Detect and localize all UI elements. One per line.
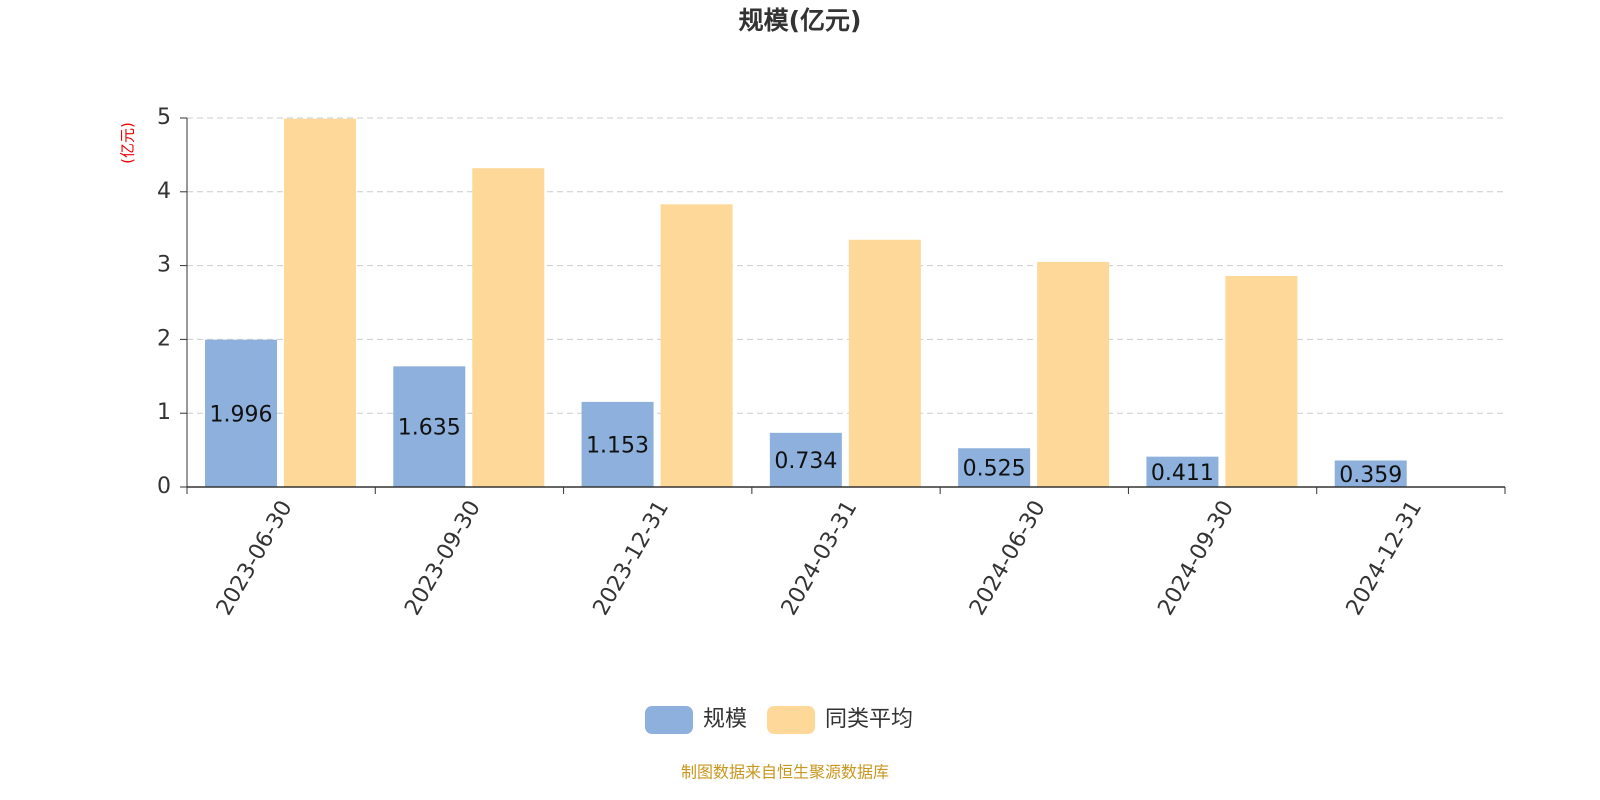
bar xyxy=(958,448,1031,487)
x-tick-label: 2024-03-31 xyxy=(777,497,863,620)
y-tick-label: 0 xyxy=(157,474,171,499)
y-axis-label: (亿元) xyxy=(119,122,137,164)
legend-label: 同类平均 xyxy=(825,707,913,732)
bar xyxy=(581,401,654,487)
chart-title: 规模(亿元) xyxy=(739,6,862,35)
bar xyxy=(660,204,733,487)
x-tick-label: 2023-12-31 xyxy=(589,497,675,620)
y-tick-label: 4 xyxy=(157,179,171,204)
value-label: 1.635 xyxy=(398,416,461,441)
y-tick-label: 1 xyxy=(157,400,171,425)
bar xyxy=(1037,261,1110,487)
value-label: 0.734 xyxy=(774,449,837,474)
bar xyxy=(769,432,842,487)
x-tick-label: 2024-09-30 xyxy=(1153,497,1239,620)
value-label: 1.996 xyxy=(210,402,273,427)
bar xyxy=(1146,456,1219,487)
y-tick-label: 3 xyxy=(157,253,171,278)
legend-label: 规模 xyxy=(703,707,747,732)
x-tick-label: 2024-06-30 xyxy=(965,497,1051,620)
bar xyxy=(283,118,356,487)
legend-swatch xyxy=(767,706,816,734)
y-tick-label: 2 xyxy=(157,326,171,351)
x-tick-label: 2023-06-30 xyxy=(212,497,298,620)
value-label: 0.411 xyxy=(1151,461,1214,486)
value-label: 0.359 xyxy=(1339,463,1402,488)
bar xyxy=(1334,460,1407,487)
x-tick-label: 2024-12-31 xyxy=(1342,497,1428,620)
bar xyxy=(848,239,921,487)
x-tick-label: 2023-09-30 xyxy=(400,497,486,620)
source-note: 制图数据来自恒生聚源数据库 xyxy=(681,763,889,782)
value-label: 1.153 xyxy=(586,433,649,458)
bar xyxy=(472,168,545,487)
bar xyxy=(393,366,466,487)
y-tick-label: 5 xyxy=(157,105,171,130)
value-label: 0.525 xyxy=(963,457,1026,482)
legend-swatch xyxy=(645,706,693,734)
bar xyxy=(204,339,277,487)
bar xyxy=(1225,275,1298,487)
